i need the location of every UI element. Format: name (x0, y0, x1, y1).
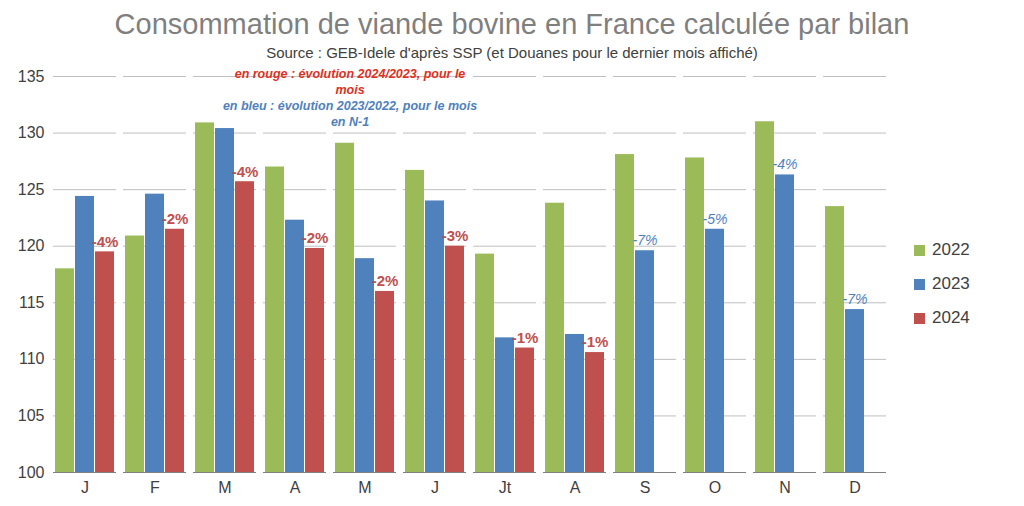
svg-text:A: A (570, 479, 581, 496)
svg-text:-7%: -7% (843, 291, 868, 307)
svg-text:-2%: -2% (162, 210, 189, 227)
svg-text:Jt: Jt (499, 479, 512, 496)
html-text:2023: 2023 (932, 274, 970, 293)
svg-text:-1%: -1% (512, 329, 539, 346)
svg-text:110: 110 (19, 350, 45, 367)
svg-text:-2%: -2% (302, 229, 329, 246)
html-text:Consommation de viande bovine: Consommation de viande bovine en France … (114, 8, 910, 40)
svg-text:O: O (709, 479, 721, 496)
svg-text:M: M (358, 479, 371, 496)
svg-text:A: A (290, 479, 301, 496)
svg-text:D: D (849, 479, 861, 496)
svg-text:-4%: -4% (92, 233, 119, 250)
svg-text:N: N (779, 479, 791, 496)
svg-text:-3%: -3% (442, 227, 469, 244)
svg-text:J: J (431, 479, 439, 496)
svg-text:120: 120 (18, 237, 45, 254)
svg-text:105: 105 (18, 407, 45, 424)
html-text:2024: 2024 (932, 308, 970, 327)
html-text:2022: 2022 (932, 240, 970, 259)
svg-text:100: 100 (18, 464, 45, 481)
html-text:en bleu : évolution 2023/2022,: en bleu : évolution 2023/2022, pour le m… (222, 99, 478, 129)
html-text:Source : GEB-Idele d'après SSP: Source : GEB-Idele d'après SSP (et Douan… (266, 44, 758, 61)
svg-text:-4%: -4% (232, 163, 259, 180)
svg-text:135: 135 (18, 68, 45, 85)
svg-text:130: 130 (18, 124, 45, 141)
svg-text:-7%: -7% (633, 232, 658, 248)
svg-text:-2%: -2% (372, 272, 399, 289)
svg-text:-5%: -5% (703, 211, 728, 227)
svg-text:-1%: -1% (582, 333, 609, 350)
svg-text:J: J (81, 479, 89, 496)
svg-text:S: S (640, 479, 651, 496)
svg-text:M: M (218, 479, 231, 496)
svg-text:F: F (150, 479, 160, 496)
svg-text:-4%: -4% (773, 156, 798, 172)
svg-text:115: 115 (19, 294, 45, 311)
html-text:en rouge : évolution 2024/2023: en rouge : évolution 2024/2023, pour le … (234, 67, 466, 97)
svg-text:125: 125 (18, 181, 45, 198)
